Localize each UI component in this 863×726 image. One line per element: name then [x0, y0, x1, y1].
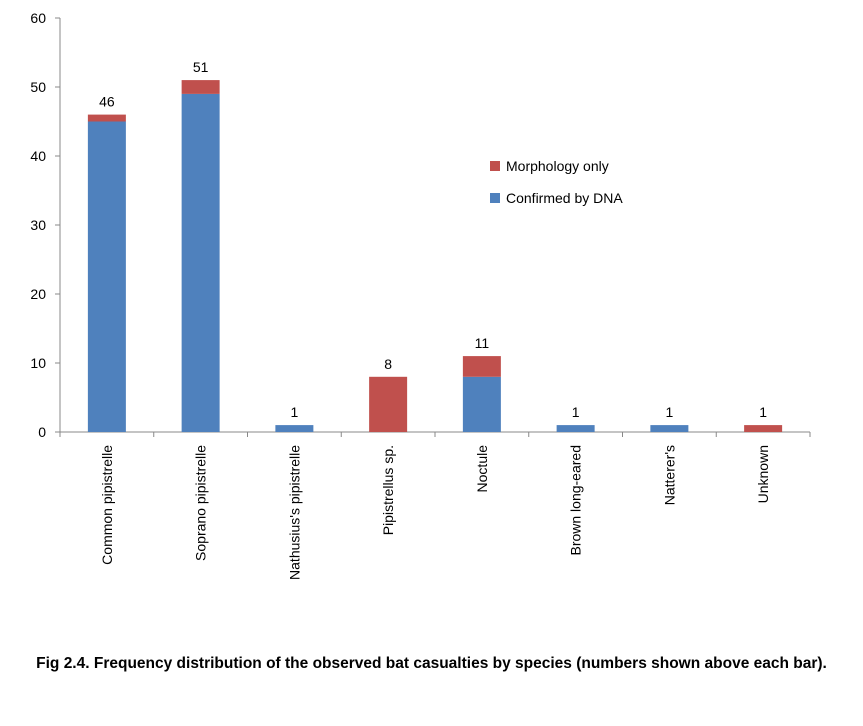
bar-segment — [369, 376, 408, 432]
total-label: 11 — [475, 335, 490, 351]
x-tick-label: Noctule — [474, 445, 490, 493]
bar-segment — [275, 425, 314, 432]
chart: 0 10 20 30 40 50 60 46 Common pipistrelle 51 Sopra… — [30, 10, 811, 580]
legend-swatch — [490, 193, 500, 203]
caption: Fig 2.4. Frequency distribution of the o… — [36, 655, 827, 672]
total-label: 46 — [99, 94, 115, 110]
bar-segment — [462, 356, 501, 377]
bar-segment — [650, 425, 689, 432]
y-tick-label: 10 — [30, 355, 46, 371]
y-tick-label: 0 — [38, 424, 46, 440]
bar-segment — [462, 376, 501, 432]
y-tick-label: 50 — [30, 79, 46, 95]
legend-swatch — [490, 161, 500, 171]
total-label: 1 — [572, 404, 580, 420]
y-tick-label: 30 — [30, 217, 46, 233]
total-label: 1 — [665, 404, 673, 420]
legend-label: Confirmed by DNA — [506, 190, 623, 206]
x-tick-label: Pipistrellus sp. — [380, 445, 396, 535]
y-tick-label: 60 — [30, 10, 46, 26]
bar-segment — [181, 93, 220, 433]
x-tick-label: Nathusius's pipistrelle — [286, 445, 302, 580]
total-label: 1 — [290, 404, 298, 420]
x-tick-label: Natterer's — [661, 445, 677, 505]
bar-segment — [87, 114, 126, 122]
x-tick-label: Common pipistrelle — [99, 445, 115, 565]
bar-segment — [744, 425, 783, 432]
x-tick-label: Soprano pipistrelle — [193, 445, 209, 561]
y-tick-label: 40 — [30, 148, 46, 164]
y-tick-label: 20 — [30, 286, 46, 302]
total-label: 8 — [384, 356, 392, 372]
total-label: 51 — [193, 59, 209, 75]
x-tick-label: Unknown — [755, 445, 771, 503]
bar-segment — [87, 121, 126, 432]
legend-label: Morphology only — [506, 158, 609, 174]
x-tick-label: Brown long-eared — [568, 445, 584, 556]
bar-segment — [181, 80, 220, 94]
bar-segment — [556, 425, 595, 432]
total-label: 1 — [759, 404, 767, 420]
